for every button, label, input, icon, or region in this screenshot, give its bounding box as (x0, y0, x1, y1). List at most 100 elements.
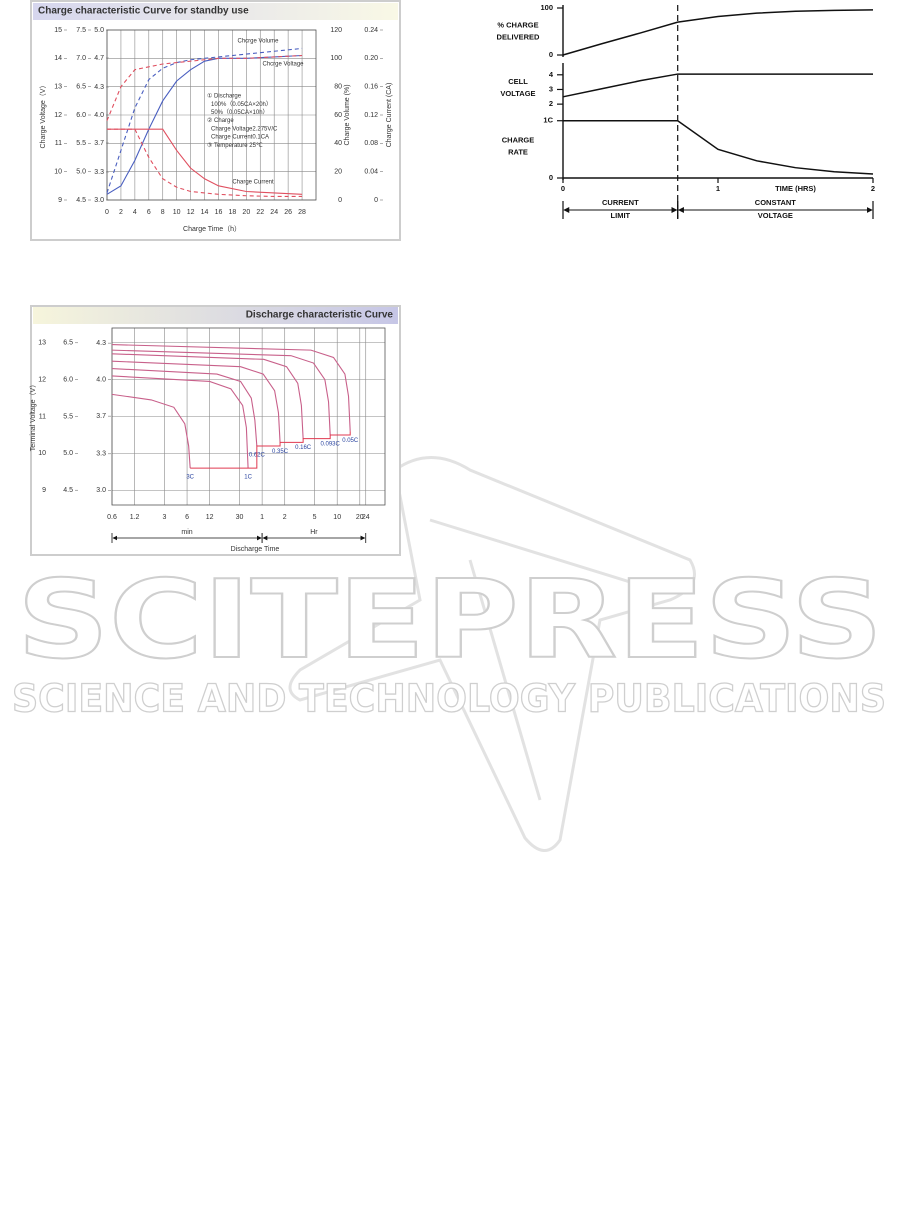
x-tick-label: 0 (105, 209, 109, 216)
x-tick-label: 4 (133, 209, 137, 216)
y-tick-label: 0.20 (364, 55, 378, 62)
chart-title: Charge characteristic Curve for standby … (38, 6, 249, 17)
watermark-name: SCITEPRESS (17, 558, 883, 683)
chart-frame (30, 305, 401, 556)
y-tick-label: 3.0 (96, 487, 106, 494)
y-tick-label: 0.08 (364, 140, 378, 147)
phase-label: VOLTAGE (758, 211, 793, 220)
series-label: 0.16C (295, 445, 312, 451)
series-line (562, 9, 874, 56)
x-tick-label: 16 (215, 209, 223, 216)
y-tick-label: 4.0 (96, 377, 106, 384)
panel-label: % CHARGE (497, 20, 538, 29)
x-tick-label: 14 (201, 209, 209, 216)
x-tick-label: 30 (236, 514, 244, 521)
phase-label: CURRENT (602, 198, 639, 207)
series-line (111, 375, 249, 469)
y-tick-label: 5.0 (94, 27, 104, 34)
title-banner (33, 3, 398, 20)
x-axis-title: TIME (HRS) (775, 184, 816, 193)
y-tick-label: 4.3 (96, 340, 106, 347)
x-tick-label: 2 (119, 209, 123, 216)
y-tick-label: 3.0 (94, 197, 104, 204)
y-tick-label: 0 (374, 197, 378, 204)
unit-label: Hr (310, 529, 318, 536)
x-tick-label: 0 (561, 184, 565, 193)
x-tick-label: 22 (256, 209, 264, 216)
y-tick-label: 15 (54, 27, 62, 34)
note-line: Charge Current0.1CA (211, 135, 269, 141)
series-line (111, 344, 351, 432)
y-tick-label: 3.3 (94, 169, 104, 176)
panel-label: DELIVERED (497, 32, 541, 41)
y-tick-label: 13 (54, 84, 62, 91)
watermark: SCITEPRESS SCIENCE AND TECHNOLOGY PUBLIC… (11, 456, 887, 852)
y-tick-label: 0.24 (364, 27, 378, 34)
note-line: 50%（0.05CA×10h） (211, 109, 269, 116)
series-line (106, 54, 303, 121)
y-tick-label: 3 (549, 84, 553, 93)
y-tick-label: 20 (334, 169, 342, 176)
y-tick-label: 80 (334, 84, 342, 91)
x-tick-label: 1 (716, 184, 720, 193)
y-tick-label: 0.12 (364, 112, 378, 119)
x-axis-title: Discharge Time (231, 546, 280, 553)
x-tick-label: 3 (163, 514, 167, 521)
series-line (107, 128, 303, 195)
y-tick-label: 4.7 (94, 55, 104, 62)
y-tick-label: 5.0 (63, 450, 73, 457)
x-tick-label: 24 (362, 514, 370, 521)
y-tick-label: 3.7 (94, 140, 104, 147)
y-tick-label: 5.5 (63, 413, 73, 420)
y-tick-label: 3.3 (96, 451, 106, 458)
y-tick-label: 6.0 (63, 376, 73, 383)
series-label: 1C (244, 475, 252, 481)
panel-label: CHARGE (502, 135, 535, 144)
y-tick-label: 7.0 (76, 55, 86, 62)
axis-title: Charge Voltage（V） (39, 82, 47, 149)
x-tick-label: 1 (260, 514, 264, 521)
y-tick-label: 4.3 (94, 84, 104, 91)
y-tick-label: 5.0 (76, 169, 86, 176)
series-line (107, 128, 303, 198)
axis-title: Terminal Voltage（V） (29, 381, 37, 451)
y-tick-label: 13 (38, 340, 46, 347)
y-tick-label: 4 (549, 70, 554, 79)
phase-label: CONSTANT (755, 198, 797, 207)
y-tick-label: 12 (38, 376, 46, 383)
plot-area (111, 327, 386, 506)
x-tick-label: 6 (147, 209, 151, 216)
series-label: 0.093C (321, 442, 341, 448)
plot-area (106, 29, 317, 201)
y-tick-label: 2 (549, 99, 553, 108)
series-line (562, 73, 873, 98)
x-tick-label: 6 (185, 514, 189, 521)
x-tick-label: 18 (229, 209, 237, 216)
cutoff-line (190, 431, 351, 469)
x-tick-label: 10 (333, 514, 341, 521)
y-tick-label: 4.5 (63, 487, 73, 494)
x-tick-label: 12 (206, 514, 214, 521)
y-tick-label: 0 (549, 50, 553, 59)
x-tick-label: 2 (283, 514, 287, 521)
x-tick-label: 28 (298, 209, 306, 216)
series-line (106, 47, 303, 194)
series-line (111, 360, 281, 443)
x-tick-label: 1.2 (130, 514, 140, 521)
y-tick-label: 10 (38, 450, 46, 457)
title-banner (33, 307, 398, 324)
y-tick-label: 4.0 (94, 112, 104, 119)
unit-label: min (181, 529, 192, 536)
y-tick-label: 100 (330, 55, 342, 62)
y-tick-label: 6.5 (76, 84, 86, 91)
note-line: ③ Temperature 25℃ (207, 142, 263, 149)
x-tick-label: 0.6 (107, 514, 117, 521)
y-tick-label: 9 (58, 197, 62, 204)
y-tick-label: 6.5 (63, 340, 73, 347)
x-tick-label: 5 (313, 514, 317, 521)
y-tick-label: 1C (543, 116, 553, 125)
y-tick-label: 12 (54, 112, 62, 119)
series-label: 3C (186, 475, 194, 481)
